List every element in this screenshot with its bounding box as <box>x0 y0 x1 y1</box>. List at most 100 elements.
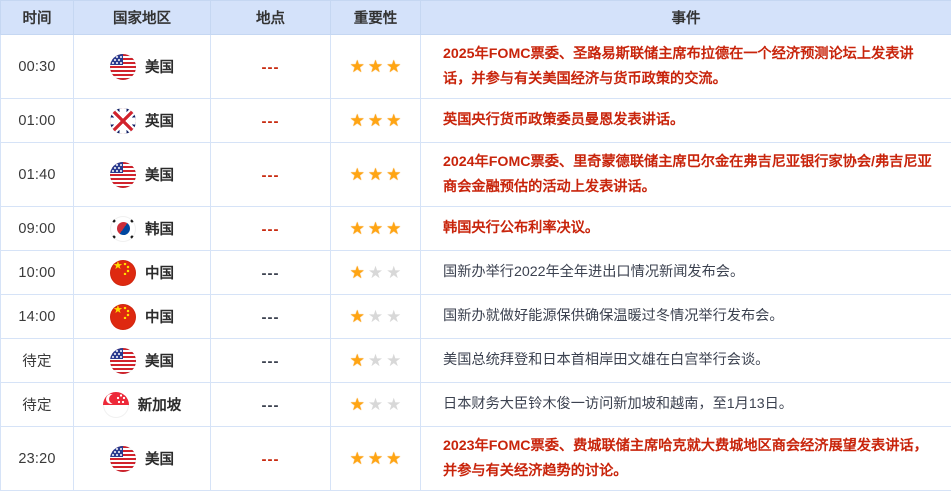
importance-stars: ★★★ <box>335 112 416 129</box>
cell-place: --- <box>211 143 331 207</box>
table-row[interactable]: 待定美国---★★★美国总统拜登和日本首相岸田文雄在白宫举行会谈。 <box>1 339 951 383</box>
cell-event[interactable]: 日本财务大臣铃木俊一访问新加坡和越南，至1月13日。 <box>421 383 951 427</box>
star-icon: ★ <box>386 264 401 281</box>
column-header-time[interactable]: 时间 <box>1 1 74 35</box>
importance-stars: ★★★ <box>335 166 416 183</box>
star-icon: ★ <box>350 396 365 413</box>
star-icon: ★ <box>386 220 401 237</box>
cell-importance: ★★★ <box>331 207 421 251</box>
column-header-event[interactable]: 事件 <box>421 1 951 35</box>
cell-place: --- <box>211 295 331 339</box>
star-icon: ★ <box>350 112 365 129</box>
header-row: 时间 国家地区 地点 重要性 事件 <box>1 1 951 35</box>
star-icon: ★ <box>368 396 383 413</box>
cell-event[interactable]: 2025年FOMC票委、圣路易斯联储主席布拉德在一个经济预测论坛上发表讲话，并参… <box>421 35 951 99</box>
star-icon: ★ <box>368 352 383 369</box>
country-label: 美国 <box>145 350 174 371</box>
country-label: 美国 <box>145 56 174 77</box>
importance-stars: ★★★ <box>335 58 416 75</box>
cell-place: --- <box>211 251 331 295</box>
country-label: 英国 <box>145 110 174 131</box>
place-value: --- <box>262 221 280 238</box>
table-row[interactable]: 待定新加坡---★★★日本财务大臣铃木俊一访问新加坡和越南，至1月13日。 <box>1 383 951 427</box>
star-icon: ★ <box>386 308 401 325</box>
cell-time: 待定 <box>1 383 74 427</box>
star-icon: ★ <box>386 352 401 369</box>
star-icon: ★ <box>386 58 401 75</box>
star-icon: ★ <box>350 352 365 369</box>
cell-event[interactable]: 美国总统拜登和日本首相岸田文雄在白宫举行会谈。 <box>421 339 951 383</box>
cell-event[interactable]: 国新办举行2022年全年进出口情况新闻发布会。 <box>421 251 951 295</box>
cell-country: 美国 <box>74 143 211 207</box>
us-flag-icon <box>110 54 136 80</box>
column-header-country[interactable]: 国家地区 <box>74 1 211 35</box>
importance-stars: ★★★ <box>335 264 416 281</box>
place-value: --- <box>262 353 280 370</box>
table-row[interactable]: 14:00中国---★★★国新办就做好能源保供确保温暖过冬情况举行发布会。 <box>1 295 951 339</box>
cell-country: 美国 <box>74 35 211 99</box>
star-icon: ★ <box>386 166 401 183</box>
cell-importance: ★★★ <box>331 295 421 339</box>
cell-importance: ★★★ <box>331 99 421 143</box>
place-value: --- <box>262 59 280 76</box>
place-value: --- <box>262 309 280 326</box>
country-label: 美国 <box>145 164 174 185</box>
korea-flag-icon <box>110 216 136 242</box>
china-flag-icon <box>110 260 136 286</box>
place-value: --- <box>262 451 280 468</box>
china-flag-icon <box>110 304 136 330</box>
cell-time: 01:40 <box>1 143 74 207</box>
cell-event[interactable]: 英国央行货币政策委员曼恩发表讲话。 <box>421 99 951 143</box>
importance-stars: ★★★ <box>335 352 416 369</box>
place-value: --- <box>262 397 280 414</box>
place-value: --- <box>262 265 280 282</box>
cell-importance: ★★★ <box>331 35 421 99</box>
cell-time: 09:00 <box>1 207 74 251</box>
cell-importance: ★★★ <box>331 143 421 207</box>
table-header: 时间 国家地区 地点 重要性 事件 <box>1 1 951 35</box>
star-icon: ★ <box>386 112 401 129</box>
star-icon: ★ <box>368 58 383 75</box>
star-icon: ★ <box>368 308 383 325</box>
column-header-place[interactable]: 地点 <box>211 1 331 35</box>
country-label: 中国 <box>145 306 174 327</box>
cell-event[interactable]: 国新办就做好能源保供确保温暖过冬情况举行发布会。 <box>421 295 951 339</box>
cell-country: 中国 <box>74 251 211 295</box>
star-icon: ★ <box>350 308 365 325</box>
cell-event[interactable]: 韩国央行公布利率决议。 <box>421 207 951 251</box>
cell-time: 00:30 <box>1 35 74 99</box>
cell-place: --- <box>211 383 331 427</box>
cell-country: 英国 <box>74 99 211 143</box>
star-icon: ★ <box>350 264 365 281</box>
importance-stars: ★★★ <box>335 308 416 325</box>
us-flag-icon <box>110 348 136 374</box>
cell-importance: ★★★ <box>331 383 421 427</box>
table-row[interactable]: 09:00 韩国 --- ★★★ 韩国央行公布利率决议。 <box>1 207 951 251</box>
star-icon: ★ <box>368 220 383 237</box>
cell-time: 01:00 <box>1 99 74 143</box>
place-value: --- <box>262 113 280 130</box>
table-row[interactable]: 10:00中国---★★★国新办举行2022年全年进出口情况新闻发布会。 <box>1 251 951 295</box>
star-icon: ★ <box>350 58 365 75</box>
singapore-flag-icon <box>103 392 129 418</box>
cell-time: 待定 <box>1 339 74 383</box>
star-icon: ★ <box>368 264 383 281</box>
country-label: 中国 <box>145 262 174 283</box>
cell-place: --- <box>211 35 331 99</box>
importance-stars: ★★★ <box>335 396 416 413</box>
star-icon: ★ <box>350 166 365 183</box>
country-label: 韩国 <box>145 218 174 239</box>
importance-stars: ★★★ <box>335 220 416 237</box>
cell-event[interactable]: 2024年FOMC票委、里奇蒙德联储主席巴尔金在弗吉尼亚银行家协会/弗吉尼亚商会… <box>421 143 951 207</box>
cell-country: 中国 <box>74 295 211 339</box>
cell-place: --- <box>211 207 331 251</box>
column-header-importance[interactable]: 重要性 <box>331 1 421 35</box>
cell-importance: ★★★ <box>331 339 421 383</box>
star-icon: ★ <box>368 166 383 183</box>
us-flag-icon <box>110 162 136 188</box>
